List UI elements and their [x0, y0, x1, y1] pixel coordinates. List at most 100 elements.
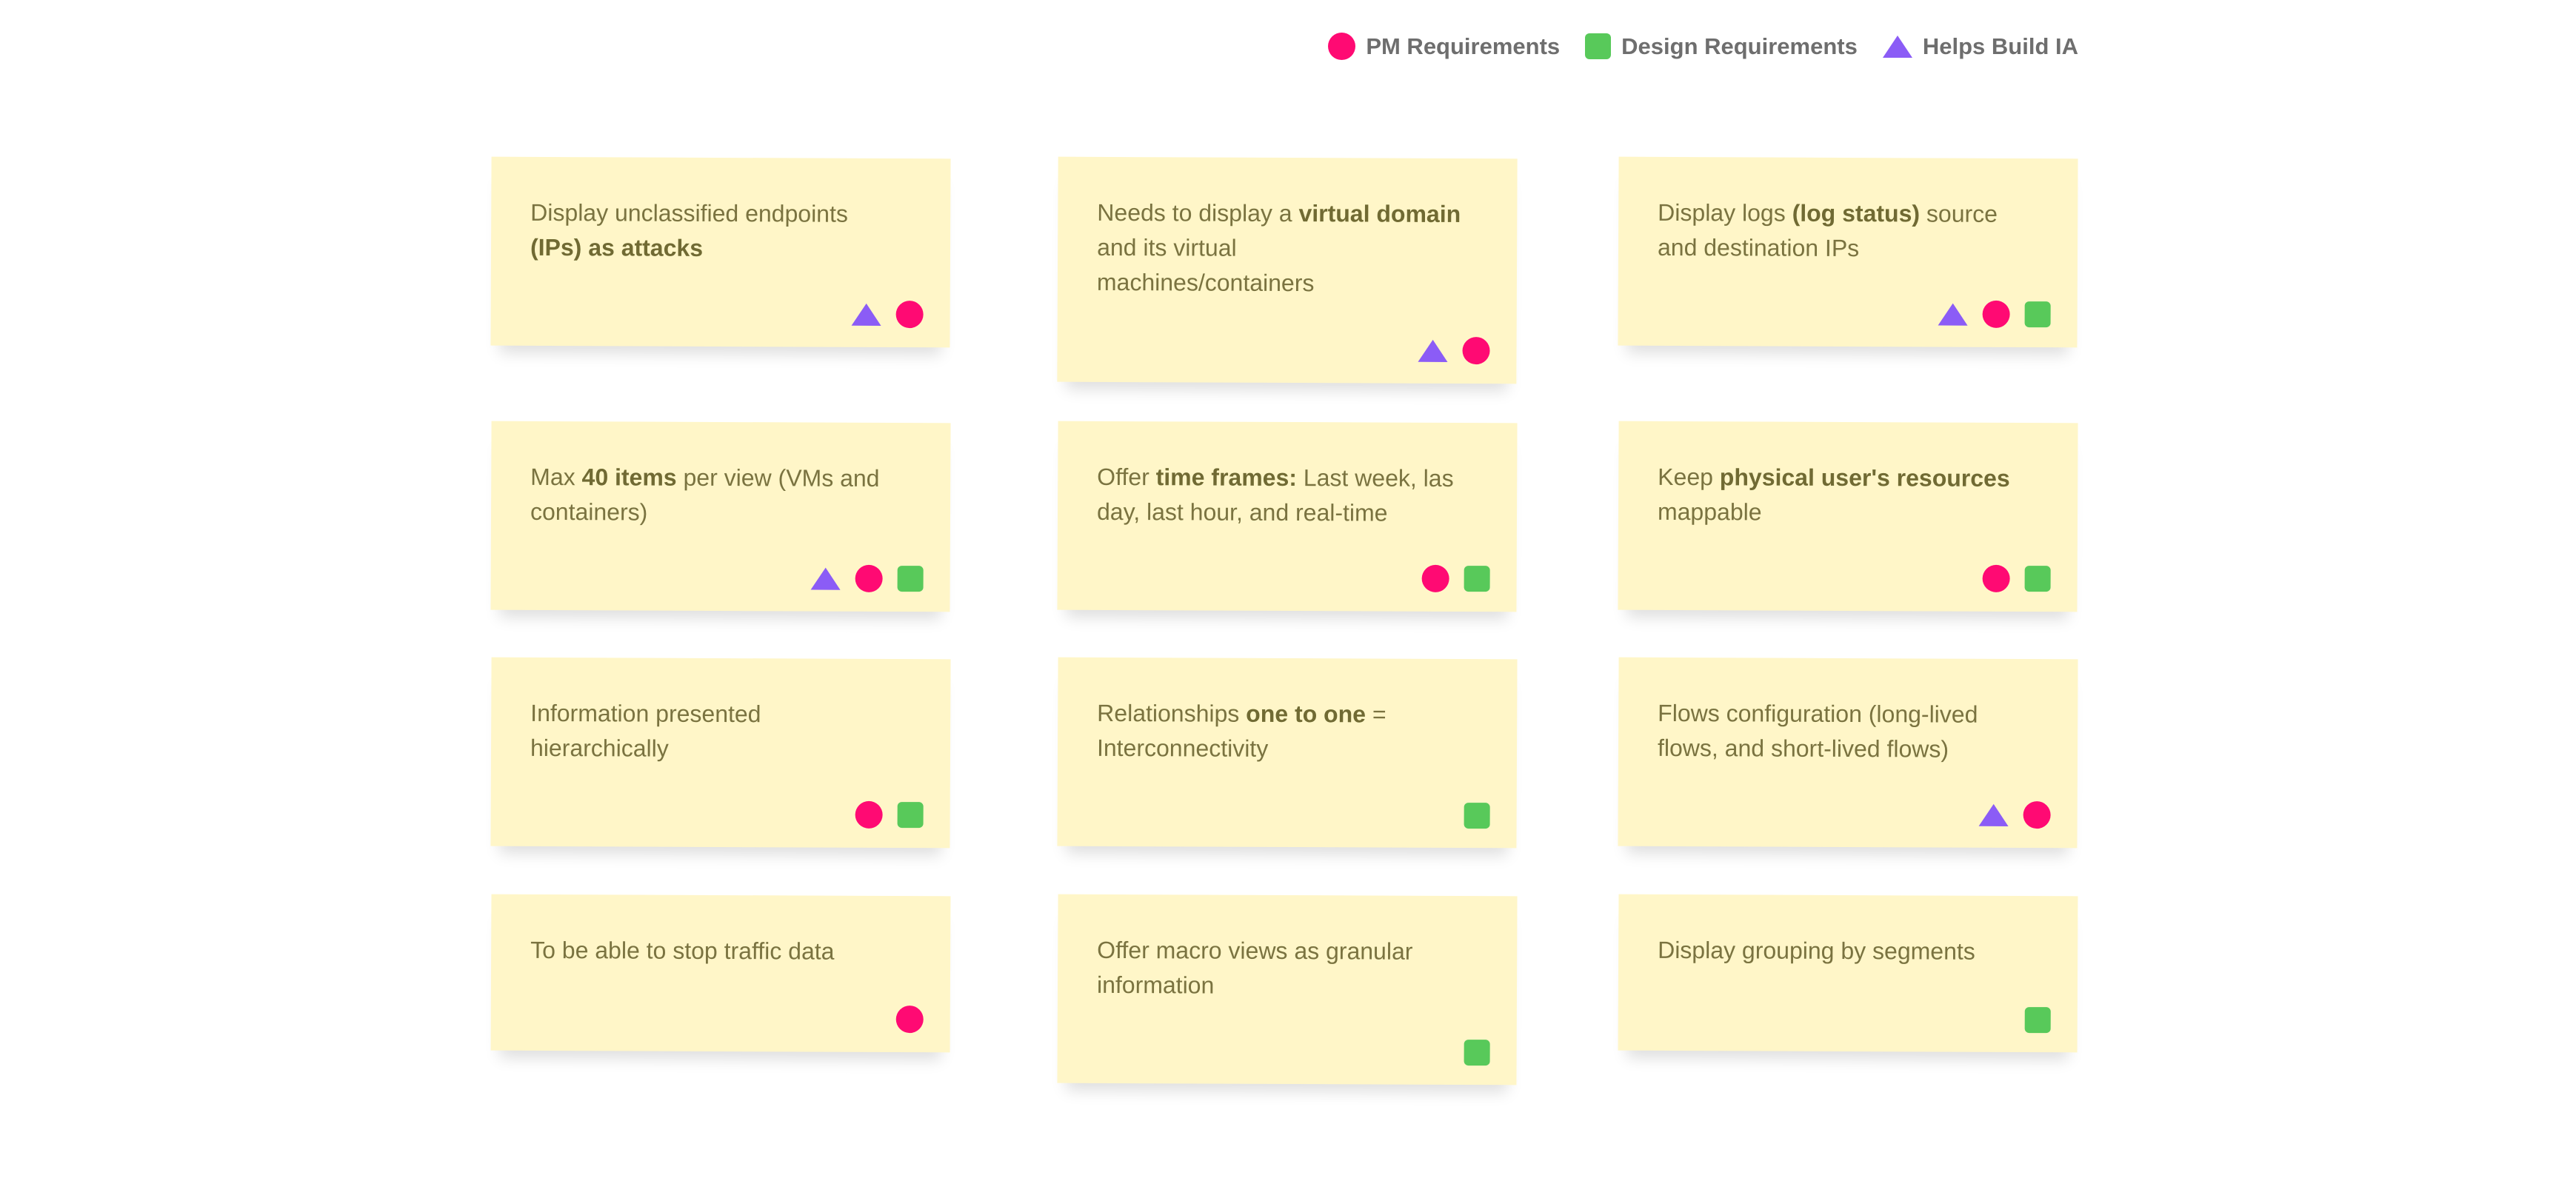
circle-icon	[2023, 801, 2051, 829]
note-text-line: Display unclassified endpoints	[530, 195, 921, 232]
sticky-note[interactable]: Keep physical user's resources mappable	[1618, 421, 2078, 612]
triangle-icon	[810, 567, 841, 590]
note-text: and its virtual	[1097, 233, 1237, 261]
square-icon	[897, 802, 924, 829]
legend-label: Design Requirements	[1621, 33, 1858, 59]
note-tags	[1464, 803, 1490, 829]
square-icon	[2024, 566, 2051, 592]
note-text-bold: (IPs) as attacks	[530, 233, 704, 261]
legend-item-square: Design Requirements	[1585, 33, 1858, 60]
note-text-line: and destination IPs	[1658, 230, 2048, 267]
square-icon	[1464, 566, 1490, 592]
legend-item-triangle: Helps Build IA	[1882, 33, 2078, 60]
note-text: Display unclassified endpoints	[530, 198, 848, 227]
square-icon	[2024, 1007, 2051, 1034]
sticky-note[interactable]: Display grouping by segments	[1618, 894, 2078, 1053]
note-text: mappable	[1657, 498, 1762, 526]
circle-icon	[855, 564, 883, 592]
note-text-line: Keep physical user's resources	[1658, 460, 2048, 496]
note-text-line: containers)	[530, 495, 921, 531]
note-text: Display grouping by segments	[1658, 936, 1975, 965]
note-text-bold: (log status)	[1792, 199, 1921, 227]
note-text-line: Offer time frames: Last week, las	[1097, 460, 1487, 496]
sticky-note[interactable]: Offer time frames: Last week, las day, la…	[1057, 421, 1518, 612]
triangle-icon	[1978, 803, 2009, 826]
sticky-note[interactable]: Display unclassified endpoints (IPs) as a…	[490, 156, 951, 348]
legend-label: Helps Build IA	[1922, 33, 2078, 59]
sticky-note[interactable]: To be able to stop traffic data	[490, 894, 951, 1053]
note-tags	[2024, 1007, 2051, 1034]
note-text-line: flows, and short-lived flows)	[1658, 731, 2048, 767]
circle-icon	[1982, 300, 2010, 328]
square-icon	[1464, 1040, 1490, 1066]
sticky-note[interactable]: Offer macro views as granular information	[1057, 894, 1518, 1085]
circle-icon	[1328, 33, 1356, 60]
note-text-line: Flows configuration (long-lived	[1658, 696, 2048, 732]
note-text-line: Relationships one to one =	[1097, 696, 1487, 732]
note-text: Information presented	[530, 699, 761, 728]
legend-label: PM Requirements	[1366, 33, 1561, 59]
note-text-line: Max 40 items per view (VMs and	[530, 460, 921, 496]
note-tags	[895, 1006, 924, 1034]
note-tags	[1982, 564, 2051, 592]
square-icon	[897, 566, 924, 592]
note-text-line: and its virtual	[1097, 230, 1487, 267]
note-text-line: Offer macro views as granular	[1097, 933, 1487, 969]
note-tags	[1938, 300, 2051, 329]
note-text-line: Display logs (log status) source	[1658, 195, 2048, 232]
square-icon	[1585, 33, 1612, 59]
note-text-line: Information presented	[530, 696, 921, 732]
note-text-line: Needs to display a virtual domain	[1097, 195, 1487, 232]
note-text-line: Interconnectivity	[1097, 731, 1487, 767]
note-text: hierarchically	[530, 734, 669, 762]
sticky-note[interactable]: Display logs (log status) source and dest…	[1618, 156, 2078, 348]
note-text: Offer	[1097, 463, 1156, 491]
triangle-icon	[1418, 339, 1448, 362]
note-text: flows, and short-lived flows)	[1657, 734, 1949, 763]
triangle-icon	[1882, 35, 1912, 58]
square-icon	[1464, 803, 1490, 829]
legend-item-circle: PM Requirements	[1328, 33, 1560, 60]
circle-icon	[1462, 337, 1490, 365]
note-tags	[810, 564, 924, 593]
note-text-line: hierarchically	[530, 731, 921, 767]
circle-icon	[895, 1006, 924, 1034]
note-text: machines/containers	[1096, 268, 1315, 297]
note-text: Keep	[1658, 463, 1720, 491]
note-text-bold: time frames:	[1155, 464, 1298, 492]
note-text-line: mappable	[1658, 495, 2048, 531]
circle-icon	[1421, 564, 1449, 592]
sticky-note[interactable]: Max 40 items per view (VMs and containers…	[490, 421, 951, 612]
note-text: Interconnectivity	[1096, 734, 1269, 762]
note-text: information	[1096, 971, 1215, 999]
sticky-note[interactable]: Relationships one to one = Interconnectiv…	[1057, 657, 1518, 849]
note-tags	[851, 301, 924, 329]
note-text-bold: physical user's resources	[1719, 464, 2010, 492]
note-text: Relationships	[1097, 699, 1247, 727]
note-text: and destination IPs	[1657, 233, 1860, 262]
sticky-note[interactable]: Flows configuration (long-lived flows, an…	[1618, 657, 2078, 849]
triangle-icon	[1938, 303, 1968, 326]
circle-icon	[1982, 564, 2010, 592]
sticky-note[interactable]: Information presented hierarchically	[490, 657, 951, 849]
note-text-bold: virtual domain	[1298, 200, 1461, 228]
triangle-icon	[851, 303, 881, 326]
note-text: containers)	[530, 498, 648, 526]
sticky-note[interactable]: Needs to display a virtual domain and its…	[1057, 156, 1518, 384]
note-text: Offer macro views as granular	[1097, 936, 1413, 965]
circle-icon	[855, 800, 883, 829]
note-tags	[1464, 1040, 1490, 1066]
note-text: Needs to display a	[1097, 198, 1299, 227]
note-text: Display logs	[1658, 198, 1792, 227]
note-text-line: information	[1097, 968, 1487, 1004]
note-text-line: (IPs) as attacks	[530, 230, 921, 267]
note-text: Max	[530, 463, 582, 491]
note-tags	[855, 800, 924, 829]
note-text: day, last hour, and real-time	[1096, 498, 1388, 526]
note-text: =	[1365, 700, 1387, 728]
note-tags	[1418, 337, 1490, 365]
circle-icon	[895, 301, 924, 329]
note-text-line: To be able to stop traffic data	[530, 933, 921, 969]
note-text-bold: one to one	[1246, 700, 1367, 728]
note-text: source	[1919, 200, 1998, 227]
